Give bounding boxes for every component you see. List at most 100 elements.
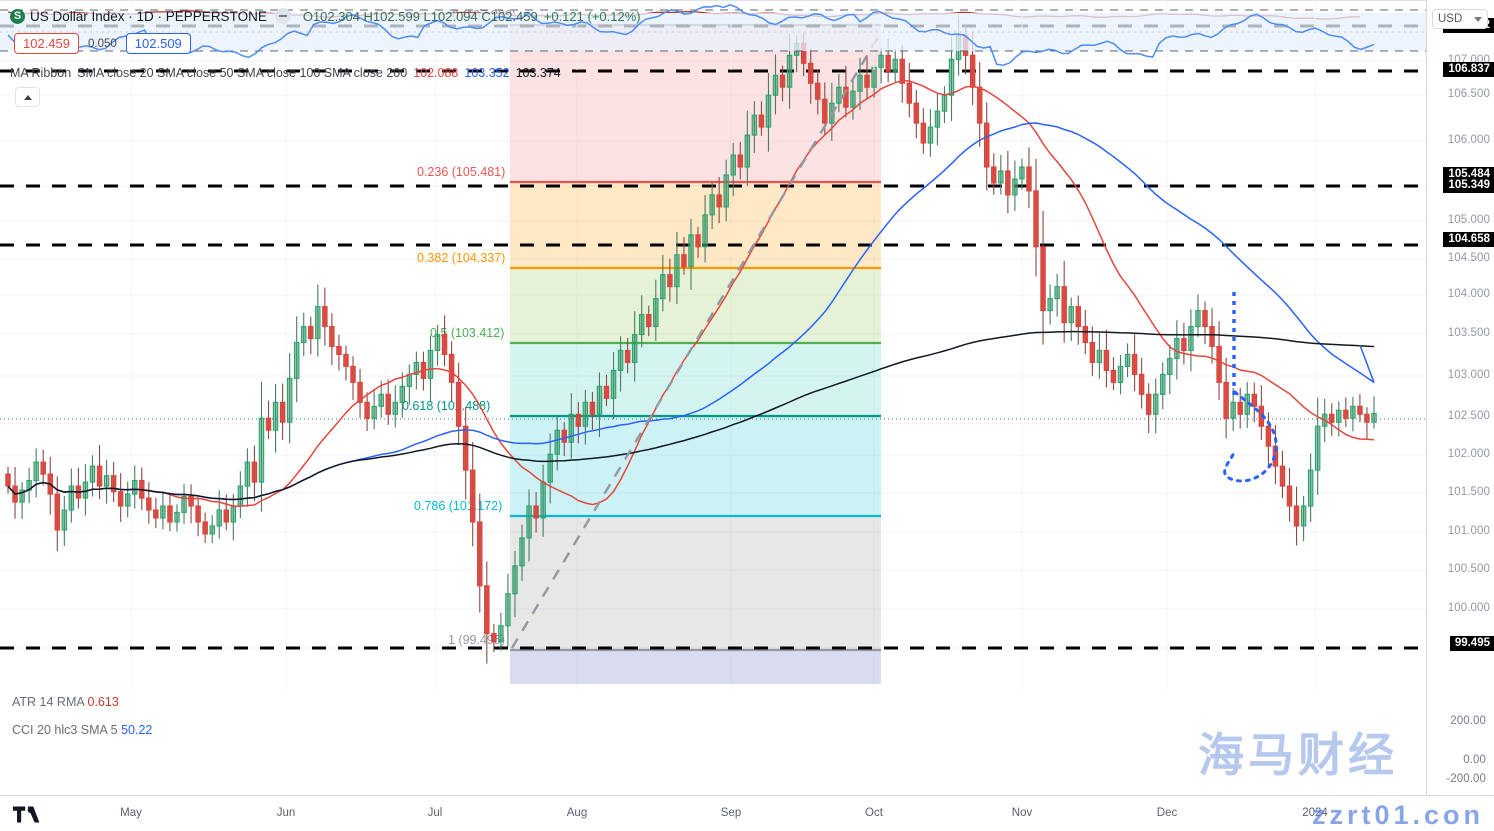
candlestick [1223, 357, 1229, 439]
cci-canvas [0, 1, 1426, 70]
candlestick [716, 177, 722, 224]
cci-legend[interactable]: CCI 20 hlc3 SMA 5 50.22 [12, 723, 152, 737]
ma-ribbon-legend[interactable]: MA Ribbon SMA close 20 SMA close 50 SMA … [10, 66, 567, 80]
fib-level-label: 1 (99.495) [448, 633, 505, 647]
candlestick [575, 402, 582, 444]
candlestick [737, 142, 744, 180]
candlestick [864, 56, 870, 100]
candlestick [934, 93, 941, 146]
price-scale[interactable]: USD 107.000 106.500 106.000 105.000 104.500 1… [1426, 0, 1494, 795]
candlestick [906, 62, 913, 118]
candlestick [758, 101, 765, 136]
candlestick [899, 45, 905, 103]
fib-level-label: 0.236 (105.481) [417, 165, 505, 179]
candlestick [1174, 320, 1180, 380]
candlestick [413, 351, 420, 390]
candlestick [1237, 387, 1243, 429]
candlestick [230, 494, 237, 541]
candlestick [533, 491, 539, 533]
candlestick [547, 433, 553, 504]
atr-legend[interactable]: ATR 14 RMA 0.613 [12, 695, 119, 709]
chevron-up-icon [23, 94, 32, 100]
price-tick: 106.500 [1447, 88, 1490, 100]
candlestick [181, 483, 187, 524]
candlestick [1160, 362, 1166, 410]
tradingview-logo[interactable] [12, 804, 46, 826]
candlestick [491, 623, 497, 653]
candlestick [1181, 322, 1187, 365]
candlestick [702, 195, 708, 263]
candlestick [1040, 210, 1046, 345]
candlestick [660, 254, 666, 312]
bid-ask-row: 102.459 0.050 102.509 [14, 33, 191, 54]
candlestick [674, 231, 680, 305]
candlestick [991, 153, 997, 195]
candlestick [892, 48, 898, 83]
collapse-legend-button[interactable] [15, 87, 40, 107]
price-badge: 99.495 [1449, 636, 1494, 651]
candlestick [300, 312, 307, 357]
price-chart-canvas[interactable]: 0 (107.330)0.236 (105.481)0.382 (104.337… [0, 0, 1426, 690]
chevron-down-icon [1474, 16, 1482, 22]
candlestick [1012, 160, 1018, 211]
arc-dotted-drawing[interactable] [1223, 390, 1278, 483]
candlestick [146, 482, 152, 524]
candlestick [617, 336, 624, 392]
candlestick [5, 466, 11, 494]
candlestick [153, 497, 159, 529]
candlestick [26, 467, 32, 504]
candlestick [1258, 385, 1265, 440]
fib-level-label: 0.618 (102.488) [402, 399, 490, 413]
time-label: May [120, 807, 142, 819]
cci-indicator-pane[interactable] [0, 0, 1426, 70]
candlestick [33, 448, 39, 498]
candlestick [1314, 397, 1321, 495]
price-badge: 106.837 [1443, 62, 1494, 77]
candlestick [40, 449, 46, 486]
time-label: 2024 [1302, 807, 1328, 819]
currency-label: USD [1438, 13, 1463, 25]
candlestick [272, 384, 279, 453]
candlestick [399, 372, 406, 418]
price-badge: 104.658 [1443, 232, 1494, 247]
candlestick [117, 473, 124, 522]
price-tick: 100.000 [1447, 602, 1490, 614]
candlestick [139, 467, 145, 511]
candlestick [265, 400, 272, 440]
moving-average-line [7, 330, 1375, 501]
candlestick [1357, 394, 1363, 423]
candlestick [1307, 453, 1314, 522]
candlestick [779, 65, 786, 102]
candlestick [462, 406, 469, 500]
fib-zone [510, 516, 881, 650]
candlestick [202, 512, 208, 543]
candlestick [308, 316, 314, 355]
candlestick [857, 57, 863, 110]
main-price-pane[interactable]: 0 (107.330)0.236 (105.481)0.382 (104.337… [0, 0, 1426, 690]
candlestick [653, 279, 659, 341]
candlestick [1202, 301, 1208, 345]
candlestick [315, 284, 321, 357]
ma-ribbon-inputs: SMA close 20 SMA close 50 SMA close 100 … [77, 66, 408, 80]
candlestick [519, 524, 525, 581]
time-label: Jun [276, 807, 296, 819]
time-label: Nov [1011, 807, 1033, 819]
candlestick [1145, 383, 1152, 434]
candlestick [709, 181, 715, 230]
time-label: Dec [1156, 807, 1178, 819]
ask-price[interactable]: 102.509 [125, 33, 191, 54]
candlestick [195, 497, 201, 537]
price-tick: 103.500 [1447, 327, 1490, 339]
candlestick [1195, 294, 1201, 338]
candlestick [336, 334, 342, 371]
fib-zone [510, 268, 881, 343]
candlestick [631, 311, 638, 382]
time-scale[interactable]: May Jun Jul Aug Sep Oct Nov Dec 2024 [0, 795, 1494, 831]
candlestick [610, 352, 617, 420]
candlestick [512, 550, 518, 618]
bid-price[interactable]: 102.459 [14, 33, 79, 54]
candlestick [244, 448, 251, 507]
currency-selector[interactable]: USD [1432, 9, 1488, 29]
candlestick [596, 372, 603, 438]
